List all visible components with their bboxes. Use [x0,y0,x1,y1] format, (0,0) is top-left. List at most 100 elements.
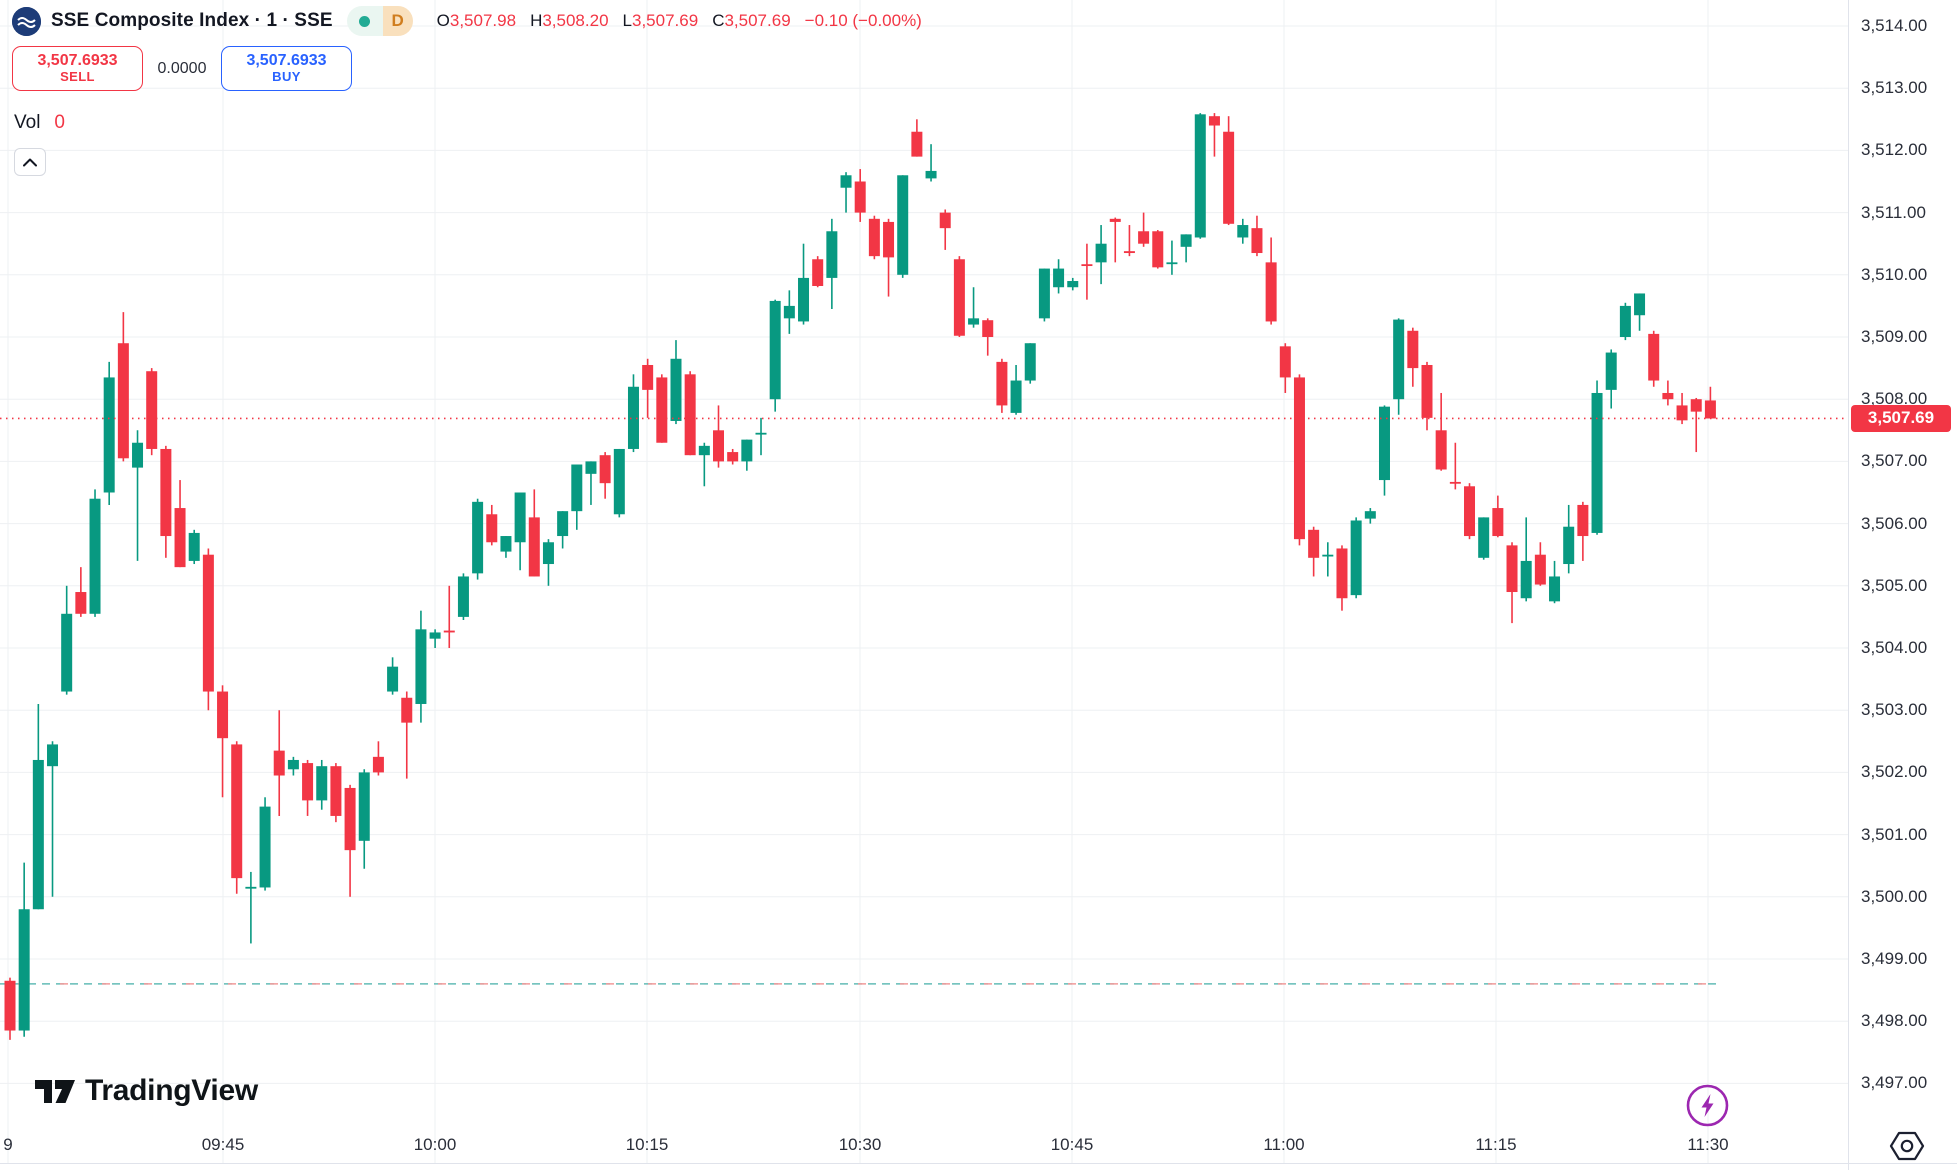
candle-body [1123,251,1135,254]
candle-body [132,442,144,468]
candle-body [769,300,781,400]
candle-body [89,498,101,614]
symbol-title[interactable]: SSE Composite Index · 1 · SSE [51,10,333,31]
tradingview-logo-icon [35,1080,75,1103]
candle-body [1464,486,1476,537]
buy-label: BUY [272,69,301,85]
candle-body [287,759,299,770]
price-axis-label: 3,513.00 [1861,78,1928,98]
time-axis-label: 9 [3,1135,13,1154]
candle-body [1605,352,1617,390]
time-axis-label: 10:00 [413,1135,457,1154]
candle-body [217,691,229,739]
candle-body [1152,231,1164,268]
price-axis-label: 3,514.00 [1861,16,1928,35]
collapse-panel-button[interactable] [14,148,46,176]
candle-body [146,371,158,449]
time-axis-label: 10:30 [838,1135,882,1154]
candle-body [1591,392,1603,533]
candle-body [599,455,611,484]
tradingview-watermark[interactable]: TradingView [34,1074,258,1108]
axis-settings-button[interactable] [1888,1130,1926,1162]
candle-body [656,377,668,443]
candle-body [883,221,895,258]
candle-body [32,759,44,910]
candle-body [642,364,654,390]
candle-body [1237,225,1249,238]
candle-body [1364,511,1376,519]
time-axis-label: 11:15 [1475,1135,1517,1154]
price-axis-label: 3,500.00 [1861,886,1928,906]
candle-body [372,756,384,773]
candle-body [826,231,838,278]
price-axis[interactable]: 3,507.69 3,514.00 3,513.00 3,512.00 3,511.0… [1849,0,1957,1163]
interval-badge[interactable]: D [346,6,413,36]
candle-body [798,277,810,322]
candle-body [812,259,824,286]
candle-body [1010,380,1022,413]
volume-readout: Vol 0 [14,112,65,134]
candle-body [1279,346,1291,378]
candle-body [968,318,980,325]
candle-body [1534,554,1546,585]
ohlc-readout: O3,507.98 H3,508.20 L3,507.69 C3,507.69 … [437,11,922,31]
open-value: 3,507.98 [449,11,517,30]
price-axis-label: 3,503.00 [1861,700,1928,720]
candle-body [231,744,243,879]
candle-body [443,630,455,633]
high-value: 3,508.20 [542,11,609,30]
candle-body [1081,264,1093,267]
candle-body [1194,114,1206,238]
candle-body [1549,576,1561,602]
time-axis-border [0,1163,1957,1164]
tradingview-brand-text: TradingView [85,1074,258,1107]
sell-label: SELL [60,69,95,85]
candle-body [1208,116,1220,126]
candle-body [1704,400,1716,419]
price-axis-label: 3,502.00 [1861,762,1928,782]
candle-body [117,343,129,459]
candle-body [713,430,724,462]
candle-body [1053,268,1065,288]
candle-body [1223,131,1235,224]
candle-body [486,514,498,543]
candle-body [245,886,257,889]
candle-body [698,445,710,456]
candle-body [1563,526,1575,565]
candle-body [868,218,880,257]
candle-body [854,181,866,213]
candle-body [755,432,767,435]
candle-body [1619,305,1631,337]
price-axis-border [1848,0,1849,1170]
volume-label: Vol [14,112,41,133]
close-value: 3,507.69 [724,11,791,30]
candle-body [1492,508,1504,537]
candle-body [472,501,484,574]
time-axis[interactable]: 9 09:45 10:00 10:15 10:30 10:45 11:00 11:15 11:3… [0,1135,1848,1165]
buy-button[interactable]: 3,507.6933 BUY [221,46,352,91]
candle-body [103,377,115,493]
price-axis-label: 3,504.00 [1861,638,1928,657]
candle-body [514,492,526,543]
candle-body [1662,392,1674,400]
candle-body [1506,545,1518,593]
candle-body [911,131,923,157]
candle-body [1350,520,1362,596]
candle-body [415,629,427,704]
candle-body [500,536,512,552]
candle-body [542,542,554,565]
sell-button[interactable]: 3,507.6933 SELL [12,46,143,91]
price-axis-label: 3,511.00 [1861,202,1926,222]
symbol-legend: SSE Composite Index · 1 · SSE D O3,507.9… [12,6,922,36]
candle-body [330,766,342,816]
candle-body [1251,228,1263,254]
candlestick-chart[interactable] [0,0,1848,1163]
candle-body [684,374,696,456]
time-axis-label: 11:30 [1687,1135,1729,1154]
high-label: H [530,11,543,30]
instant-order-button[interactable] [1685,1083,1730,1128]
candle-body [1421,364,1433,418]
candle-body [202,554,214,692]
low-value: 3,507.69 [632,11,699,30]
